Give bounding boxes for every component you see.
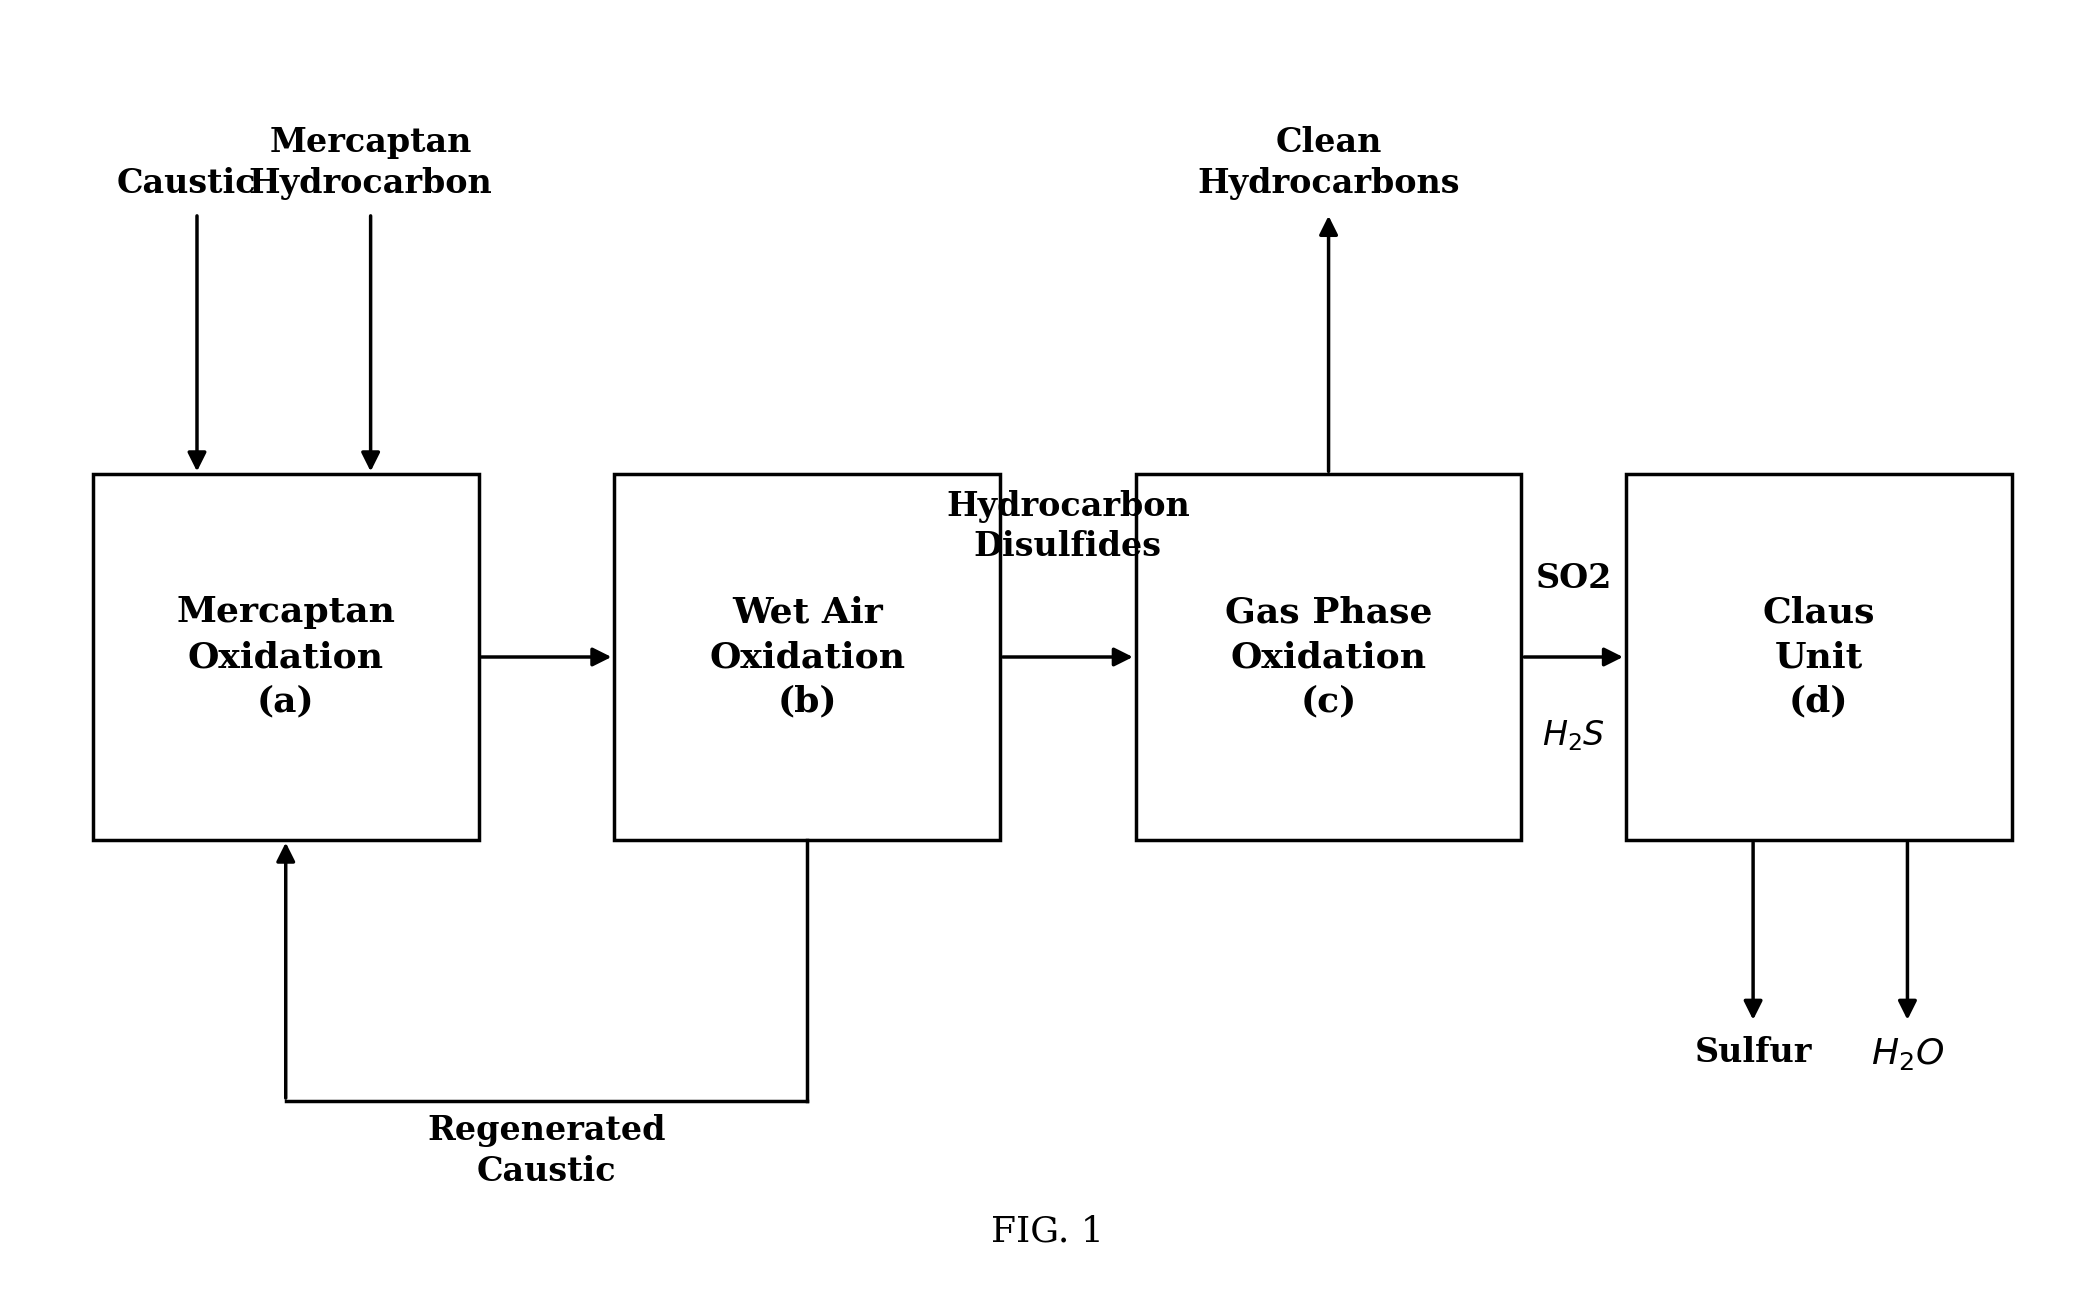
Text: Regenerated
Caustic: Regenerated Caustic xyxy=(427,1114,666,1188)
Text: Mercaptan
Oxidation
(a): Mercaptan Oxidation (a) xyxy=(176,595,396,719)
Text: Sulfur: Sulfur xyxy=(1694,1035,1811,1068)
Text: SO2: SO2 xyxy=(1535,562,1612,595)
Text: FIG. 1: FIG. 1 xyxy=(990,1214,1104,1248)
Bar xyxy=(1625,474,2012,840)
Text: Clean
Hydrocarbons: Clean Hydrocarbons xyxy=(1198,126,1460,200)
Text: Hydrocarbon
Disulfides: Hydrocarbon Disulfides xyxy=(946,490,1189,564)
Text: Caustic: Caustic xyxy=(117,167,255,200)
Bar xyxy=(614,474,1001,840)
Text: Claus
Unit
(d): Claus Unit (d) xyxy=(1763,595,1874,719)
Text: $H_2O$: $H_2O$ xyxy=(1870,1035,1943,1072)
Text: Wet Air
Oxidation
(b): Wet Air Oxidation (b) xyxy=(710,595,905,719)
Text: Mercaptan
Hydrocarbon: Mercaptan Hydrocarbon xyxy=(249,126,492,200)
Text: $H_2S$: $H_2S$ xyxy=(1541,717,1606,753)
Bar xyxy=(1135,474,1522,840)
Bar xyxy=(92,474,480,840)
Text: Gas Phase
Oxidation
(c): Gas Phase Oxidation (c) xyxy=(1225,595,1432,719)
